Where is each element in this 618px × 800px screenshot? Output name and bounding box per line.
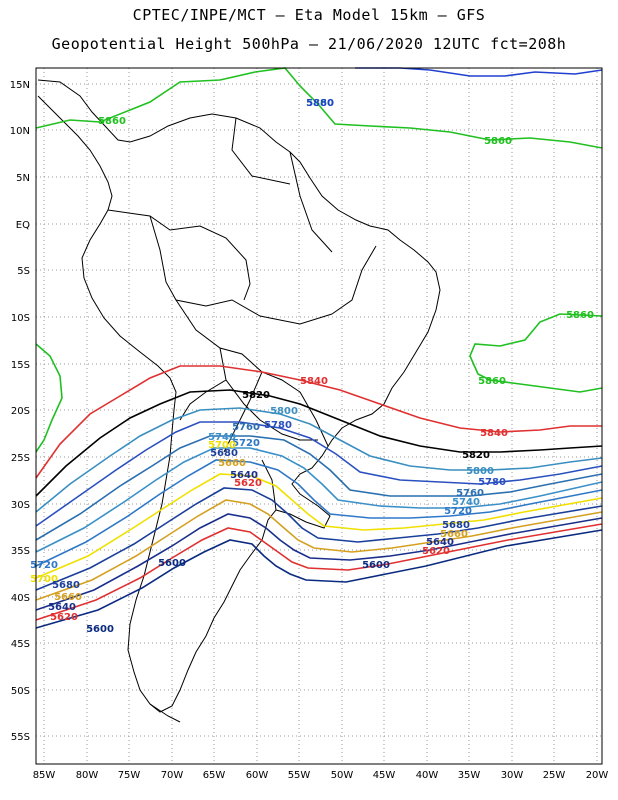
contour-5880 <box>355 67 603 77</box>
lat-lon-grid <box>36 68 602 764</box>
axis-labels: 15N 10N 5N EQ 5S 10S 15S 20S 25S 30S 35S 40S 45S 50S 5… <box>10 80 609 781</box>
lon-label: 70W <box>161 770 184 781</box>
contour-label-5760: 5760 <box>456 488 484 499</box>
lat-label: 50S <box>11 686 30 697</box>
contour-label-5760: 5760 <box>232 422 260 433</box>
contour-label-5660: 5660 <box>440 529 468 540</box>
contour-lines <box>35 67 603 629</box>
map-title: CPTEC/INPE/MCT — Eta Model 15km — GFS <box>132 6 486 24</box>
lon-label: 40W <box>416 770 439 781</box>
contour-5740 <box>35 447 603 553</box>
lon-label: 65W <box>203 770 226 781</box>
lon-label: 80W <box>76 770 99 781</box>
contour-label-5840: 5840 <box>300 376 328 387</box>
contour-5860-north <box>35 67 603 149</box>
lon-label: 75W <box>118 770 141 781</box>
contour-label-5860: 5860 <box>484 136 512 147</box>
contour-label-5860: 5860 <box>566 310 594 321</box>
contour-label-5700: 5700 <box>30 574 58 585</box>
map-frame <box>35 67 603 765</box>
contour-label-5640: 5640 <box>48 602 76 613</box>
lat-label: 5S <box>17 266 30 277</box>
lat-label: 35S <box>11 546 30 557</box>
lon-label: 50W <box>331 770 354 781</box>
contour-label-5860: 5860 <box>478 376 506 387</box>
contour-label-5780: 5780 <box>264 420 292 431</box>
lon-label: 35W <box>458 770 481 781</box>
contour-label-5740: 5740 <box>452 497 480 508</box>
contour-label-5680: 5680 <box>442 520 470 531</box>
contour-label-5680: 5680 <box>210 448 238 459</box>
contour-5760 <box>35 435 603 541</box>
contour-label-5600: 5600 <box>362 560 390 571</box>
contour-5600 <box>35 529 603 629</box>
contour-label-5820: 5820 <box>242 390 270 401</box>
map-subtitle: Geopotential Height 500hPa — 21/06/2020 … <box>51 35 567 53</box>
contour-label-5800: 5800 <box>270 406 298 417</box>
lon-label: 20W <box>586 770 609 781</box>
lat-label: 20S <box>11 406 30 417</box>
lat-label: EQ <box>16 220 30 231</box>
contour-label-5600: 5600 <box>86 624 114 635</box>
contour-label-5820: 5820 <box>462 450 490 461</box>
lon-label: 30W <box>501 770 524 781</box>
lon-label: 55W <box>288 770 311 781</box>
contour-5860-west <box>35 343 63 453</box>
contour-label-5700: 5700 <box>208 440 236 451</box>
lat-label: 5N <box>16 173 30 184</box>
contour-label-5720: 5720 <box>30 560 58 571</box>
contour-label-5780: 5780 <box>478 477 506 488</box>
contour-5680 <box>35 487 603 591</box>
contour-label-5860: 5860 <box>98 116 126 127</box>
contour-label-5680: 5680 <box>52 580 80 591</box>
lat-label: 40S <box>11 593 30 604</box>
contour-5860-east <box>469 313 603 393</box>
contour-5700 <box>35 473 603 579</box>
contour-5660 <box>35 499 603 601</box>
lon-label: 45W <box>373 770 396 781</box>
contour-label-5720: 5720 <box>232 438 260 449</box>
contour-label-5620: 5620 <box>234 478 262 489</box>
contour-labels: 5860586058605860586058805840584058205820… <box>30 98 594 635</box>
lat-label: 15S <box>11 360 30 371</box>
lat-label: 55S <box>11 732 30 743</box>
contour-label-5840: 5840 <box>480 428 508 439</box>
contour-label-5640: 5640 <box>230 470 258 481</box>
contour-5780 <box>35 421 603 527</box>
contour-label-5620: 5620 <box>50 612 78 623</box>
contour-5840 <box>35 365 602 479</box>
contour-label-5640: 5640 <box>426 537 454 548</box>
lon-label: 25W <box>543 770 566 781</box>
contour-label-5860: 5860 <box>306 98 334 109</box>
contour-label-5660: 5660 <box>54 592 82 603</box>
contour-5800 <box>35 407 603 513</box>
contour-label-5740: 5740 <box>208 432 236 443</box>
contour-label-5620: 5620 <box>422 546 450 557</box>
lon-label: 85W <box>33 770 56 781</box>
contour-label-5800: 5800 <box>466 466 494 477</box>
contour-5620 <box>35 523 603 621</box>
contour-label-5720: 5720 <box>444 506 472 517</box>
lat-label: 45S <box>11 639 30 650</box>
contour-label-5880: 5880 <box>306 98 334 109</box>
lat-label: 10S <box>11 313 30 324</box>
lat-label: 15N <box>10 80 30 91</box>
contour-5720 <box>35 459 603 567</box>
lat-label: 30S <box>11 500 30 511</box>
lon-label: 60W <box>246 770 269 781</box>
contour-5820 <box>35 389 603 497</box>
lat-label: 25S <box>11 453 30 464</box>
contour-5640 <box>35 513 603 611</box>
contour-label-5660: 5660 <box>218 458 246 469</box>
contour-label-5600: 5600 <box>158 558 186 569</box>
lat-label: 10N <box>10 126 30 137</box>
